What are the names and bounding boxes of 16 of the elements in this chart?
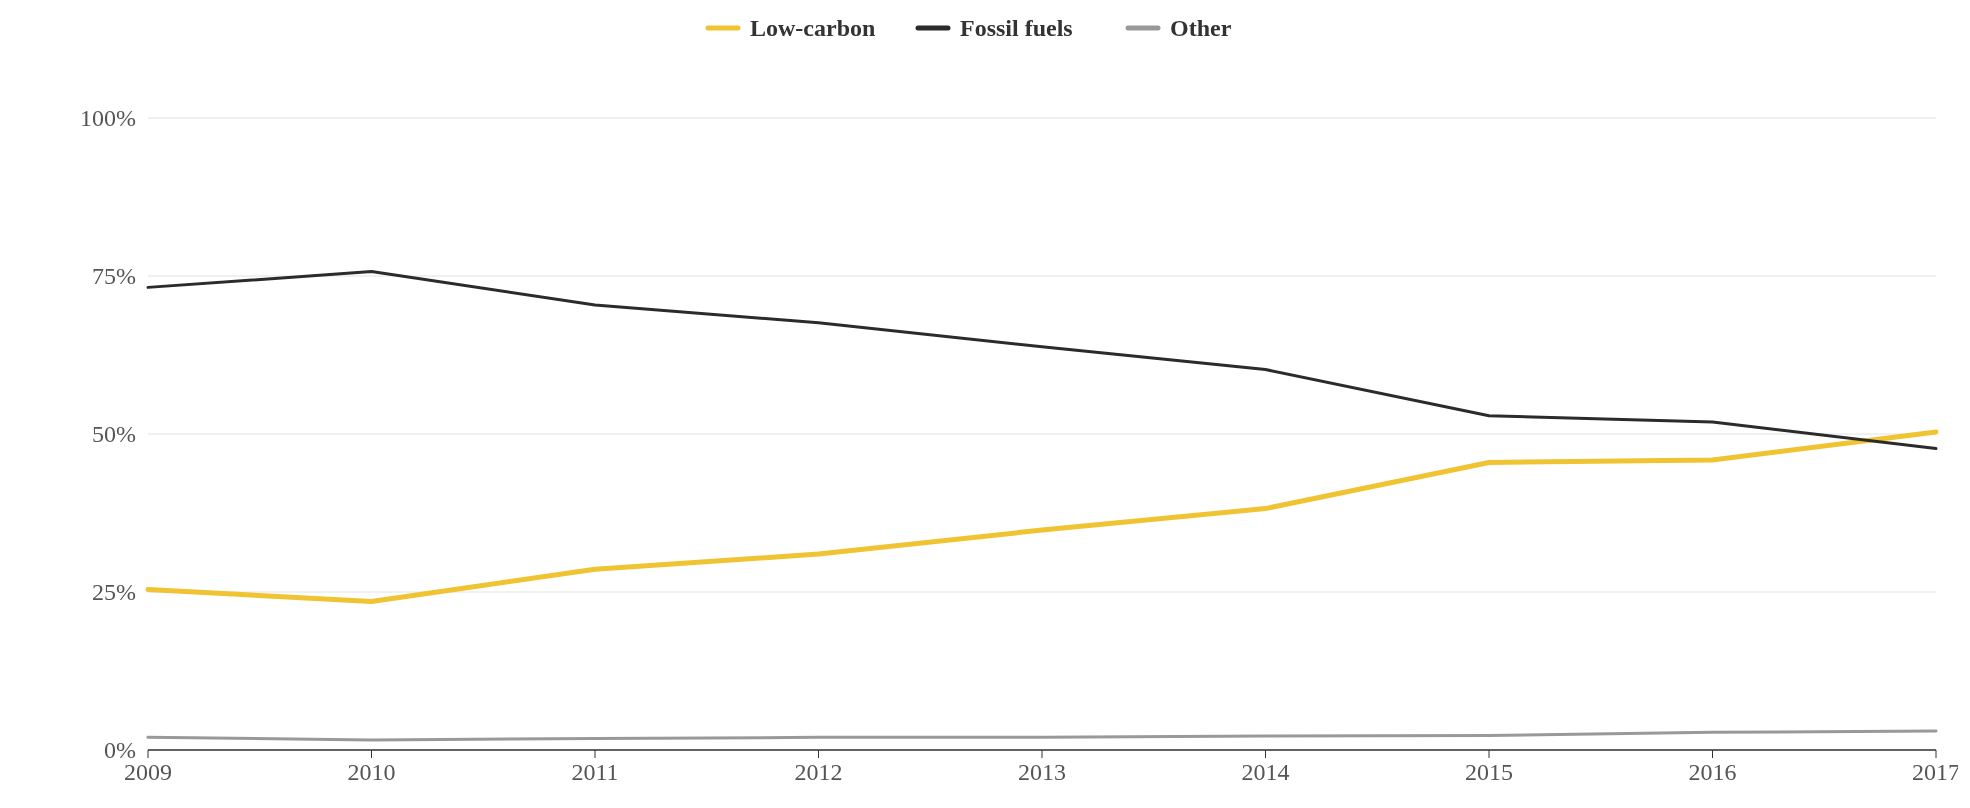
line-series [146,270,1938,451]
legend-label: Low-carbon [750,15,876,41]
y-tick-label: 75% [92,263,136,290]
x-tick-label: 2013 [1018,759,1066,785]
legend-label: Fossil fuels [960,15,1073,41]
x-tick-label: 2010 [347,759,396,785]
y-tick-label: 100% [80,105,136,132]
x-tick-label: 2011 [571,759,619,785]
x-tick-label: 2014 [1241,759,1290,785]
legend-label: Other [1170,15,1232,41]
x-tick-label: 2015 [1465,759,1513,785]
y-tick-label: 25% [92,579,136,606]
x-tick-label: 2016 [1688,759,1737,785]
y-tick-label: 50% [92,421,136,448]
x-tick-label: 2012 [794,759,843,785]
line-series [146,729,1938,742]
